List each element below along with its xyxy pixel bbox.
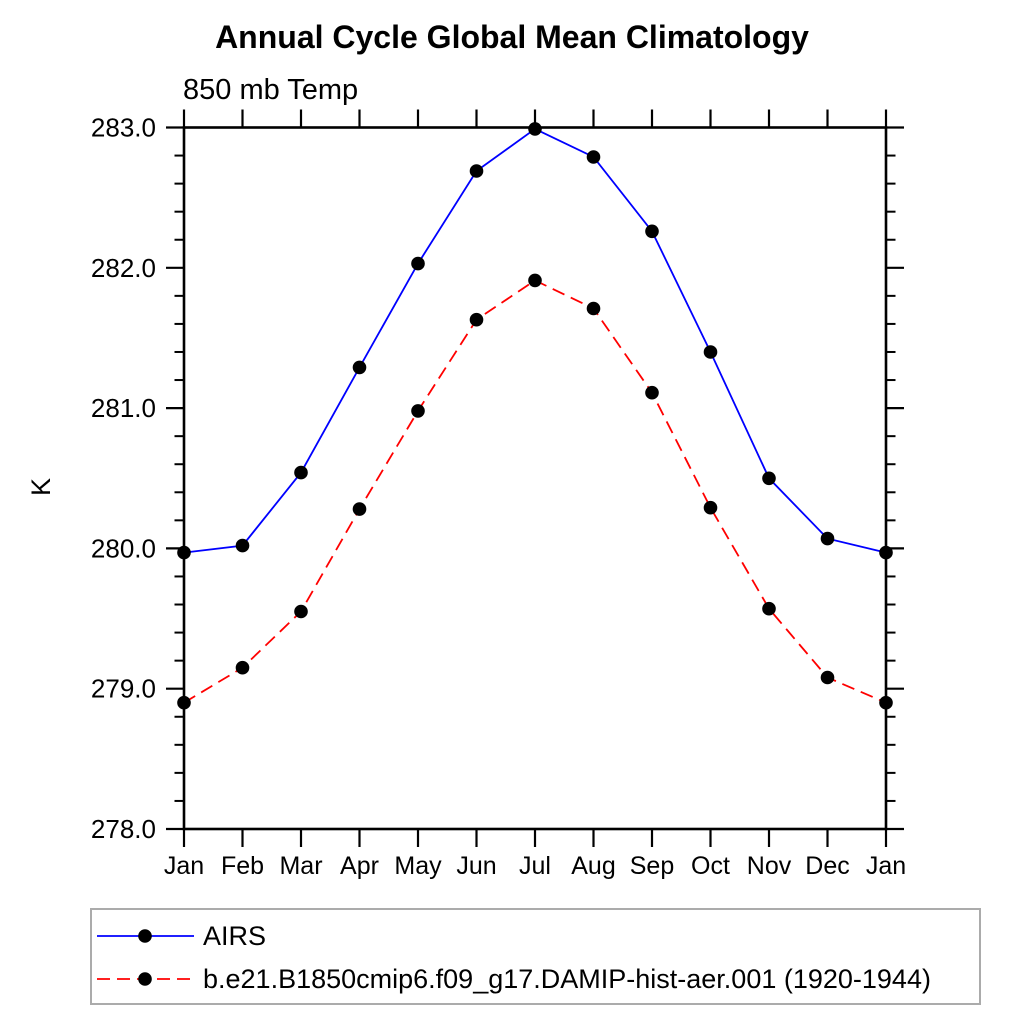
- data-point-0: [645, 224, 659, 239]
- y-tick-label: 279.0: [91, 674, 156, 704]
- y-tick-label: 281.0: [91, 393, 156, 423]
- data-point-1: [235, 660, 250, 675]
- plot-series: [177, 122, 893, 710]
- x-tick-label: Feb: [221, 852, 264, 880]
- x-tick-label: Mar: [279, 852, 322, 880]
- data-point-0: [352, 360, 367, 375]
- data-point-0: [469, 164, 484, 178]
- data-point-1: [703, 500, 718, 515]
- data-point-0: [294, 465, 308, 480]
- y-tick-label: 283.0: [91, 113, 156, 143]
- data-point-0: [177, 545, 191, 560]
- legend-box: [90, 908, 981, 1005]
- x-tick-label: Dec: [805, 852, 849, 880]
- plot-frame: [182, 126, 888, 831]
- data-point-0: [703, 345, 718, 359]
- chart-subtitle: 850 mb Temp: [183, 74, 358, 106]
- chart-title: Annual Cycle Global Mean Climatology: [215, 19, 809, 55]
- x-tick-label: Apr: [340, 852, 379, 880]
- data-point-0: [879, 545, 893, 560]
- x-tick-label: Oct: [691, 852, 730, 880]
- x-tick-label: May: [394, 852, 442, 880]
- x-tick-label: Jul: [519, 852, 551, 880]
- data-point-1: [352, 502, 367, 516]
- data-point-1: [528, 273, 542, 288]
- data-point-0: [586, 150, 601, 164]
- data-point-1: [177, 695, 191, 710]
- y-axis-label: K: [26, 478, 56, 496]
- data-point-1: [411, 404, 425, 418]
- data-point-0: [528, 122, 542, 136]
- legend-label-model: b.e21.B1850cmip6.f09_g17.DAMIP-hist-aer.…: [203, 964, 931, 994]
- x-tick-label: Jan: [164, 852, 204, 880]
- x-tick-label: Aug: [571, 852, 615, 880]
- data-point-0: [762, 471, 776, 486]
- y-tick-label: 282.0: [91, 253, 156, 283]
- data-point-0: [411, 256, 425, 271]
- x-tick-label: Jun: [456, 852, 496, 880]
- legend: AIRS b.e21.B1850cmip6.f09_g17.DAMIP-hist…: [90, 908, 981, 1005]
- data-point-1: [586, 301, 601, 316]
- legend-marker-airs: [138, 929, 152, 943]
- data-point-1: [645, 385, 659, 400]
- data-point-1: [879, 695, 893, 710]
- data-point-0: [235, 538, 250, 553]
- x-tick-label: Nov: [747, 852, 792, 880]
- y-tick-label: 278.0: [91, 814, 156, 844]
- series-line-0: [183, 127, 887, 554]
- data-point-0: [820, 531, 835, 546]
- data-point-1: [762, 601, 776, 616]
- y-tick-label: 280.0: [91, 533, 156, 563]
- x-tick-label: Sep: [630, 852, 674, 880]
- legend-marker-model: [138, 972, 152, 986]
- data-point-1: [820, 670, 835, 685]
- x-tick-label: Jan: [866, 852, 906, 880]
- data-point-1: [294, 604, 308, 619]
- data-point-1: [469, 312, 484, 327]
- axes: 278.0 279.0 280.0 281.0 282.0 283.0 Jan Feb Mar A…: [91, 109, 906, 880]
- legend-label-airs: AIRS: [203, 921, 266, 951]
